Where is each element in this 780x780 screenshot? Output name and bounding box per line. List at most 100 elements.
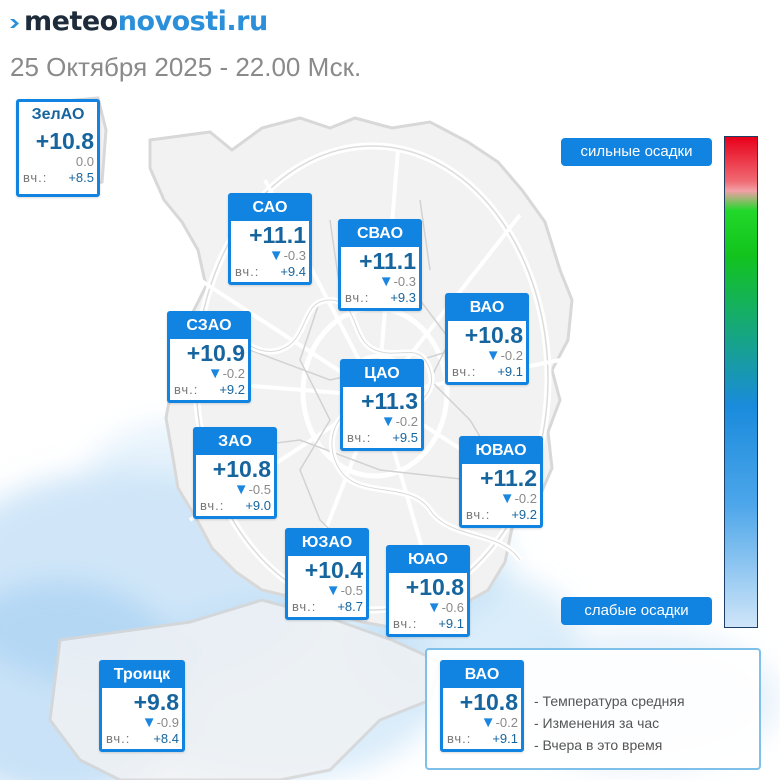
legend-line-change: - Изменения за час	[534, 715, 660, 731]
district-name: САО	[231, 196, 309, 221]
district-card-svao: СВАО +11.1 ▼-0.3 вч.: +9.3	[338, 219, 422, 311]
yesterday-label: вч.:	[106, 731, 131, 746]
yesterday-row: вч.: +9.1	[443, 730, 521, 747]
yesterday-row: вч.: +8.7	[288, 598, 366, 615]
yesterday-value: +9.0	[245, 498, 271, 513]
district-name: СЗАО	[170, 314, 248, 339]
district-card-zelao: ЗелАО +10.8 0.0 вч.: +8.5	[16, 99, 100, 197]
yesterday-row: вч.: +8.5	[19, 169, 97, 186]
yesterday-label: вч.:	[174, 382, 199, 397]
yesterday-value: +8.5	[68, 170, 94, 185]
arrow-down-icon: ▼	[485, 347, 501, 364]
change-value: -0.2	[395, 414, 418, 429]
legend-line-yesterday: - Вчера в это время	[534, 737, 663, 753]
district-card-sao: САО +11.1 ▼-0.3 вч.: +9.4	[228, 193, 312, 285]
yesterday-value: +9.1	[497, 364, 523, 379]
hourly-change: 0.0	[19, 154, 97, 169]
district-temperature: +10.8	[212, 456, 271, 482]
district-card-zao: ЗАО +10.8 ▼-0.5 вч.: +9.0	[193, 427, 277, 519]
hourly-change: ▼-0.3	[341, 274, 419, 289]
yesterday-label: вч.:	[393, 616, 418, 631]
yesterday-value: +9.4	[280, 264, 306, 279]
yesterday-value: +9.1	[492, 731, 518, 746]
district-temperature: +10.8	[459, 689, 518, 715]
district-name: ЮАО	[389, 548, 467, 573]
yesterday-row: вч.: +9.5	[343, 429, 421, 446]
change-value: -0.2	[500, 348, 523, 363]
yesterday-row: вч.: +9.1	[389, 615, 467, 632]
district-name: ЮВАО	[462, 439, 540, 464]
arrow-down-icon: ▼	[207, 365, 223, 382]
district-temperature: +11.1	[249, 222, 306, 248]
district-temperature: +10.8	[464, 322, 523, 348]
site-logo[interactable]: meteonovosti.ru	[10, 6, 268, 37]
yesterday-label: вч.:	[292, 599, 317, 614]
yesterday-value: +9.2	[219, 382, 245, 397]
yesterday-row: вч.: +9.2	[170, 381, 248, 398]
logo-chevron-icon	[10, 19, 19, 28]
hourly-change: ▼-0.5	[196, 482, 274, 497]
district-card-yuzao: ЮЗАО +10.4 ▼-0.5 вч.: +8.7	[285, 528, 369, 620]
hourly-change: ▼-0.2	[443, 715, 521, 730]
yesterday-label: вч.:	[200, 498, 225, 513]
change-value: -0.3	[393, 274, 416, 289]
arrow-down-icon: ▼	[480, 714, 496, 731]
district-name: ЮЗАО	[288, 531, 366, 556]
hourly-change: ▼-0.3	[231, 248, 309, 263]
yesterday-value: +8.7	[337, 599, 363, 614]
legend-sample-card: ВАО +10.8 ▼-0.2 вч.: +9.1	[440, 660, 524, 752]
district-name: ВАО	[443, 663, 521, 688]
district-card-yuao: ЮАО +10.8 ▼-0.6 вч.: +9.1	[386, 545, 470, 637]
hourly-change: ▼-0.6	[389, 600, 467, 615]
hourly-change: ▼-0.5	[288, 583, 366, 598]
legend-descriptions: - Температура средняя - Изменения за час…	[534, 690, 685, 756]
district-temperature: +10.4	[304, 557, 363, 583]
change-value: -0.5	[248, 482, 271, 497]
change-value: -0.2	[514, 491, 537, 506]
yesterday-row: вч.: +9.2	[462, 506, 540, 523]
district-name: ЗелАО	[19, 102, 97, 127]
arrow-down-icon: ▼	[499, 490, 515, 507]
district-card-troick: Троицк +9.8 ▼-0.9 вч.: +8.4	[99, 660, 185, 752]
district-temperature: +11.2	[480, 465, 537, 491]
hourly-change: ▼-0.2	[462, 491, 540, 506]
logo-text-novosti: novosti.ru	[117, 6, 268, 37]
yesterday-row: вч.: +9.4	[231, 263, 309, 280]
hourly-change: ▼-0.2	[170, 366, 248, 381]
arrow-down-icon: ▼	[380, 413, 396, 430]
change-value: -0.2	[222, 366, 245, 381]
precip-intensity-scale	[724, 136, 758, 628]
arrow-down-icon: ▼	[378, 273, 394, 290]
district-temperature: +10.8	[405, 574, 464, 600]
district-name: СВАО	[341, 222, 419, 247]
yesterday-row: вч.: +9.1	[448, 363, 526, 380]
hourly-change: ▼-0.2	[343, 414, 421, 429]
yesterday-label: вч.:	[452, 364, 477, 379]
district-temperature: +11.3	[361, 388, 418, 414]
yesterday-value: +9.2	[511, 507, 537, 522]
change-value: -0.6	[441, 600, 464, 615]
precip-high-label: сильные осадки	[561, 138, 712, 166]
hourly-change: ▼-0.9	[102, 715, 182, 730]
district-temperature: +9.8	[133, 689, 179, 715]
yesterday-row: вч.: +9.0	[196, 497, 274, 514]
district-card-yuvao: ЮВАО +11.2 ▼-0.2 вч.: +9.2	[459, 436, 543, 528]
yesterday-row: вч.: +9.3	[341, 289, 419, 306]
yesterday-row: вч.: +8.4	[102, 730, 182, 747]
yesterday-label: вч.:	[447, 731, 472, 746]
district-name: ЦАО	[343, 362, 421, 387]
district-name: ЗАО	[196, 430, 274, 455]
yesterday-value: +9.3	[390, 290, 416, 305]
arrow-down-icon: ▼	[141, 714, 157, 731]
legend-line-temperature: - Температура средняя	[534, 693, 685, 709]
logo-text-meteo: meteo	[24, 6, 118, 37]
hourly-change: ▼-0.2	[448, 348, 526, 363]
arrow-down-icon: ▼	[325, 582, 341, 599]
district-temperature: +10.9	[186, 340, 245, 366]
arrow-down-icon: ▼	[233, 481, 249, 498]
change-value: -0.2	[495, 715, 518, 730]
arrow-down-icon: ▼	[426, 599, 442, 616]
district-card-vao: ВАО +10.8 ▼-0.2 вч.: +9.1	[445, 293, 529, 385]
district-temperature: +10.8	[35, 128, 94, 154]
arrow-down-icon: ▼	[268, 247, 284, 264]
